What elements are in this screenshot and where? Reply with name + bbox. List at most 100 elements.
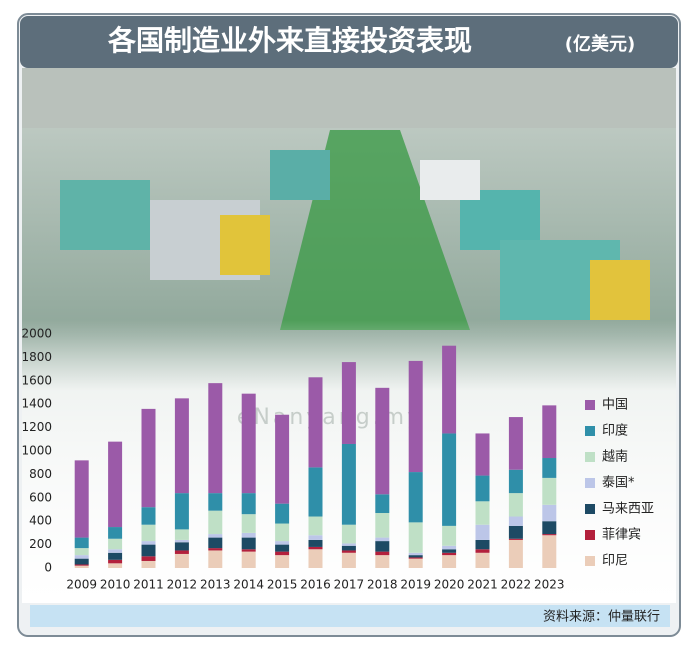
legend-swatch	[585, 556, 595, 566]
bar-segment	[308, 377, 323, 468]
bar-segment	[442, 555, 457, 568]
bar-segment	[208, 510, 223, 535]
bar-segment	[174, 398, 189, 494]
y-tick-label: 1800	[21, 350, 52, 364]
bar-segment	[341, 524, 356, 544]
bar-segment	[375, 555, 390, 568]
bar-segment	[341, 362, 356, 444]
source-bar	[30, 605, 670, 627]
bar-segment	[375, 541, 390, 552]
x-tick-label: 2015	[267, 578, 298, 592]
bar-segment	[241, 551, 256, 568]
bar-segment	[241, 514, 256, 533]
y-tick-label: 1200	[21, 420, 52, 434]
bar-segment	[308, 549, 323, 568]
bar-segment	[442, 545, 457, 550]
bar-segment	[108, 563, 123, 568]
bar-segment	[508, 516, 523, 526]
y-tick-label: 1600	[21, 373, 52, 387]
bar-segment	[475, 433, 490, 476]
y-tick-label: 1000	[21, 444, 52, 458]
legend-label: 马来西亚	[602, 502, 654, 517]
bar-segment	[508, 417, 523, 470]
legend-swatch	[585, 426, 595, 436]
bar-segment	[108, 552, 123, 560]
bar-segment	[308, 546, 323, 550]
bar-segment	[341, 543, 356, 546]
chart-title: 各国制造业外来直接投资表现	[107, 24, 472, 57]
bar-segment	[308, 467, 323, 517]
legend-swatch	[585, 400, 595, 410]
bar-segment	[275, 523, 290, 542]
x-tick-label: 2020	[434, 578, 465, 592]
y-tick-label: 200	[29, 537, 52, 551]
x-tick-label: 2012	[167, 578, 198, 592]
bar-segment	[375, 513, 390, 538]
bar-segment	[275, 541, 290, 545]
bar-segment	[74, 460, 89, 538]
bar-segment	[275, 503, 290, 524]
bar-segment	[375, 537, 390, 542]
bar-segment	[442, 345, 457, 434]
bar-segment	[508, 525, 523, 539]
bar-segment	[408, 360, 423, 473]
bar-segment	[408, 558, 423, 568]
bar-segment	[208, 534, 223, 538]
bar-segment	[375, 551, 390, 556]
y-tick-label: 1400	[21, 397, 52, 411]
bar-segment	[475, 475, 490, 502]
bar-segment	[508, 493, 523, 517]
legend-swatch	[585, 452, 595, 462]
x-tick-label: 2009	[66, 578, 97, 592]
x-tick-label: 2018	[367, 578, 398, 592]
bar-segment	[542, 458, 557, 478]
bar-segment	[341, 550, 356, 553]
bar-segment	[174, 550, 189, 554]
bar-segment	[141, 408, 156, 508]
bar-segment	[408, 552, 423, 556]
bar-segment	[174, 553, 189, 568]
x-tick-label: 2023	[534, 578, 565, 592]
bar-segment	[174, 529, 189, 540]
legend-label: 中国	[602, 398, 628, 413]
x-tick-label: 2019	[400, 578, 431, 592]
bar-segment	[542, 535, 557, 568]
bar-segment	[208, 493, 223, 511]
bar-segment	[241, 549, 256, 552]
bar-segment	[174, 493, 189, 530]
bar-segment	[241, 493, 256, 515]
y-tick-label: 600	[29, 490, 52, 504]
y-tick-label: 2000	[21, 327, 52, 341]
bar-segment	[108, 538, 123, 550]
bar-segment	[508, 539, 523, 568]
bar-segment	[241, 537, 256, 550]
bar-segment	[308, 535, 323, 540]
legend-label: 越南	[602, 449, 628, 465]
bar-segment	[308, 516, 323, 536]
bar-segment	[174, 542, 189, 551]
bar-segment	[475, 549, 490, 553]
bar-segment	[475, 552, 490, 568]
legend-label: 印尼	[602, 554, 628, 569]
bar-segment	[341, 443, 356, 525]
bar-segment	[442, 525, 457, 546]
bar-segment	[208, 537, 223, 549]
x-tick-label: 2010	[100, 578, 131, 592]
bar-segment	[542, 405, 557, 459]
bar-segment	[141, 507, 156, 525]
bar-segment	[174, 539, 189, 543]
bar-segment	[74, 558, 89, 565]
bar-segment	[408, 555, 423, 558]
bar-segment	[208, 383, 223, 494]
bar-segment	[241, 532, 256, 538]
bar-segment	[275, 414, 290, 504]
bar-segment	[74, 548, 89, 556]
bar-segment	[508, 538, 523, 540]
x-tick-label: 2011	[133, 578, 164, 592]
bar-segment	[141, 544, 156, 557]
bar-segment	[141, 524, 156, 542]
bar-segment	[74, 537, 89, 549]
bar-segment	[408, 522, 423, 553]
bar-segment	[475, 539, 490, 550]
bar-segment	[308, 539, 323, 547]
